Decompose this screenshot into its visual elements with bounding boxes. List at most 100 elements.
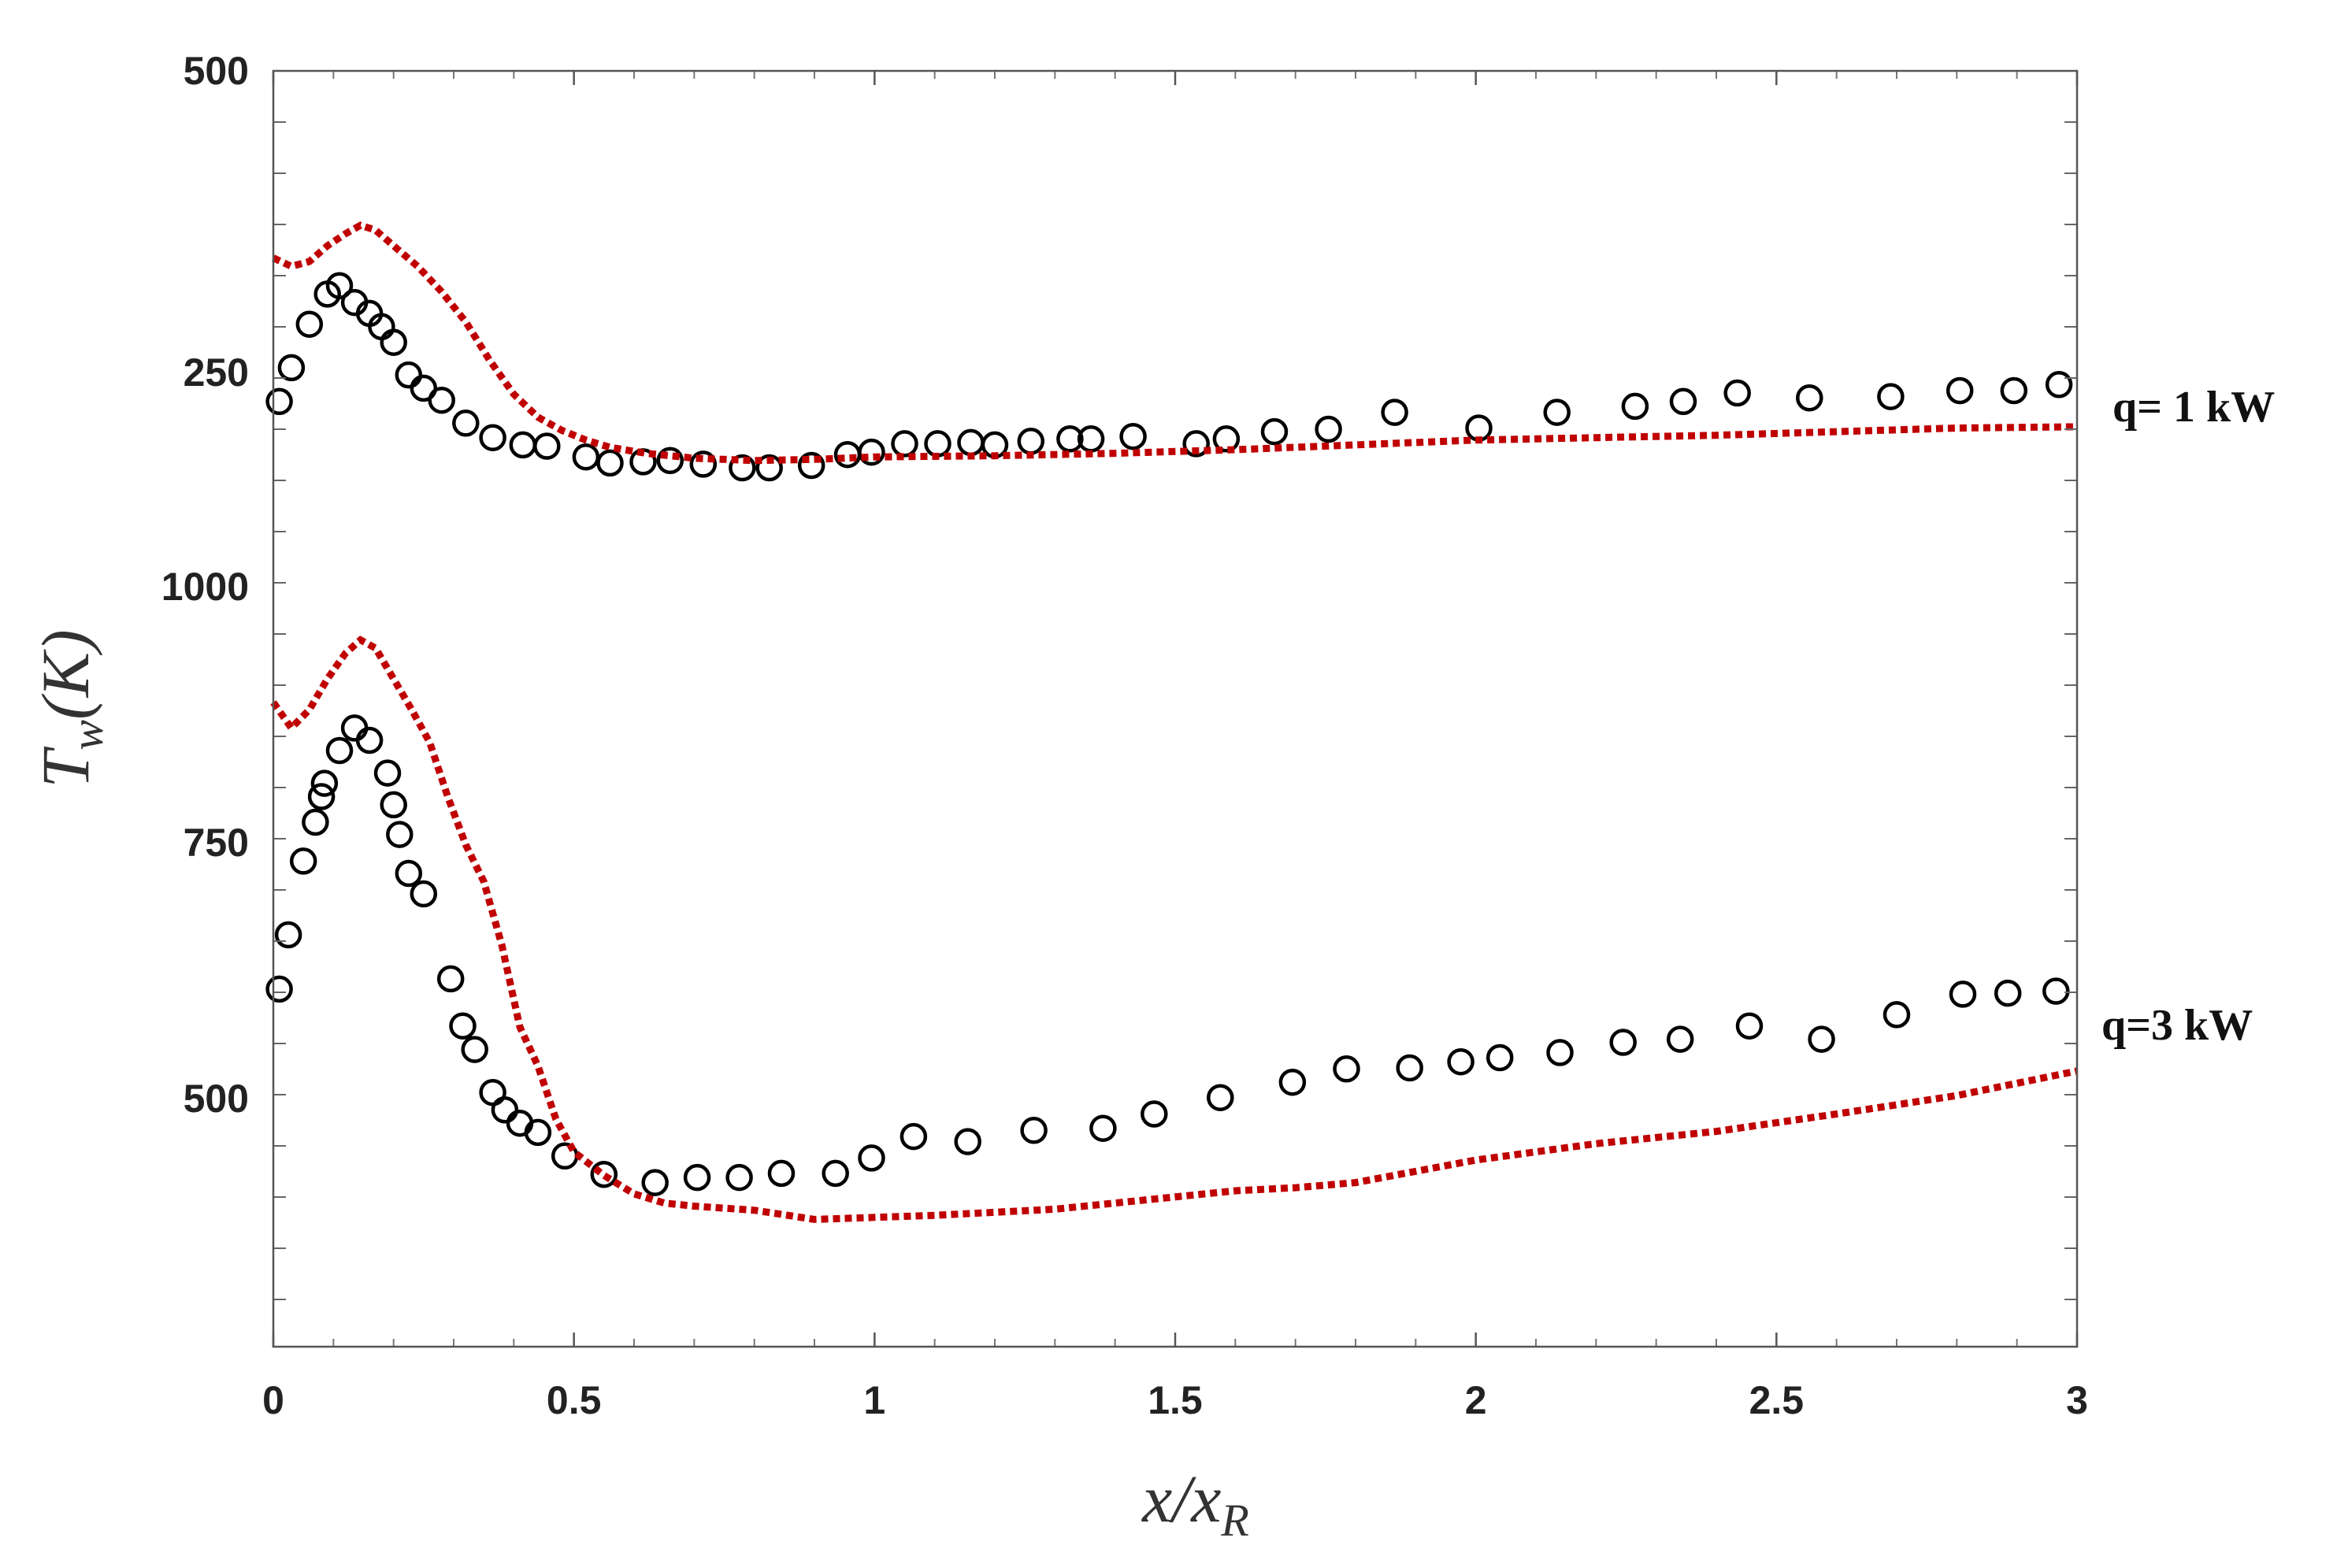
data-point	[386, 821, 414, 848]
data-point	[524, 1118, 552, 1147]
data-point	[1381, 398, 1408, 426]
x-tick-label: 1	[863, 1378, 885, 1422]
series-line	[270, 636, 2078, 1223]
data-point	[1882, 1001, 1911, 1029]
data-point	[461, 1036, 488, 1063]
data-point	[274, 921, 302, 949]
series-line	[272, 221, 2078, 465]
data-point	[449, 1012, 477, 1040]
data-point	[641, 1169, 669, 1196]
axis-ticks: 0 0.5 1 1.5 2 2.5 3 500 250 1000 750 500	[161, 49, 2088, 1422]
x-axis-title-main: x/x	[1141, 1461, 1221, 1536]
data-point	[289, 847, 317, 875]
data-point	[436, 965, 465, 993]
data-point	[1486, 1043, 1514, 1072]
data-point	[428, 386, 455, 414]
data-point	[822, 1159, 849, 1188]
data-point	[1669, 387, 1697, 416]
x-tick-label: 3	[2066, 1378, 2088, 1422]
data-point	[1796, 384, 1823, 412]
data-point	[2045, 371, 2073, 398]
data-point	[689, 450, 718, 478]
data-point	[2042, 977, 2070, 1005]
data-point	[596, 449, 624, 477]
data-point	[1089, 1114, 1117, 1142]
data-point	[858, 438, 885, 466]
data-point	[1735, 1012, 1764, 1040]
data-point	[395, 361, 423, 389]
y-axis-title: Tw(K)	[28, 629, 113, 788]
data-point	[491, 1096, 519, 1124]
data-point	[891, 430, 918, 458]
x-tick-label: 1.5	[1148, 1378, 1203, 1422]
data-point	[1666, 1025, 1694, 1053]
data-point	[325, 272, 354, 299]
data-point	[900, 1122, 928, 1151]
data-point	[410, 880, 438, 908]
y-tick-label: 750	[184, 821, 249, 865]
data-point	[729, 454, 756, 482]
plot-background	[273, 71, 2077, 1347]
data-point	[307, 783, 336, 810]
series-label-q1: q= 1 kW	[2112, 383, 2275, 432]
data-point	[355, 726, 384, 754]
data-point	[1877, 383, 1905, 410]
data-point	[325, 736, 354, 765]
y-axis-title-subscript: w	[61, 720, 113, 751]
data-point	[1020, 1117, 1048, 1144]
data-point	[1207, 1084, 1234, 1111]
data-point	[858, 1144, 885, 1172]
data-point	[1723, 379, 1751, 407]
data-point	[590, 1160, 618, 1188]
data-point	[479, 424, 506, 451]
data-point	[277, 354, 306, 382]
data-point	[1546, 1039, 1574, 1066]
data-point	[265, 387, 293, 416]
data-point	[1609, 1029, 1637, 1056]
data-point	[373, 759, 402, 787]
data-point	[1278, 1068, 1307, 1096]
data-point	[767, 1159, 796, 1188]
data-point	[1621, 392, 1649, 421]
x-tick-label: 0	[262, 1378, 284, 1422]
data-point	[725, 1163, 753, 1192]
data-point	[452, 410, 480, 437]
data-point	[1119, 422, 1147, 450]
data-point	[1212, 425, 1241, 453]
y-tick-label: 1000	[161, 565, 249, 609]
data-point	[1447, 1047, 1474, 1076]
data-point	[1396, 1054, 1423, 1082]
data-point	[797, 451, 825, 480]
data-point	[1994, 979, 2022, 1007]
x-axis-title: x/xR	[1141, 1461, 1249, 1546]
data-point	[302, 808, 329, 836]
data-point	[295, 310, 324, 338]
x-tick-label: 0.5	[547, 1378, 602, 1422]
data-point	[1182, 430, 1210, 458]
data-point	[1543, 398, 1571, 426]
y-axis-title-main: T	[28, 747, 103, 788]
data-point	[1333, 1055, 1360, 1083]
data-point	[1315, 415, 1342, 443]
y-axis-title-tail: (K)	[28, 629, 103, 720]
data-point	[2000, 376, 2028, 405]
y-tick-label: 500	[184, 49, 249, 93]
x-axis-title-subscript: R	[1220, 1495, 1248, 1546]
data-point	[265, 975, 293, 1003]
data-point	[1808, 1025, 1835, 1053]
data-point	[310, 769, 339, 797]
data-point	[380, 328, 407, 356]
x-tick-label: 2.5	[1749, 1378, 1805, 1422]
data-point	[954, 1128, 981, 1155]
data-point	[683, 1163, 711, 1192]
y-tick-label: 250	[184, 350, 249, 395]
plot-frame	[272, 69, 2079, 1348]
data-point	[1946, 376, 1974, 405]
x-tick-label: 2	[1465, 1378, 1487, 1422]
data-point	[1949, 980, 1977, 1008]
data-point	[1260, 417, 1289, 446]
data-point	[533, 432, 561, 460]
chart-marks	[265, 221, 2078, 1223]
data-point	[380, 791, 407, 819]
